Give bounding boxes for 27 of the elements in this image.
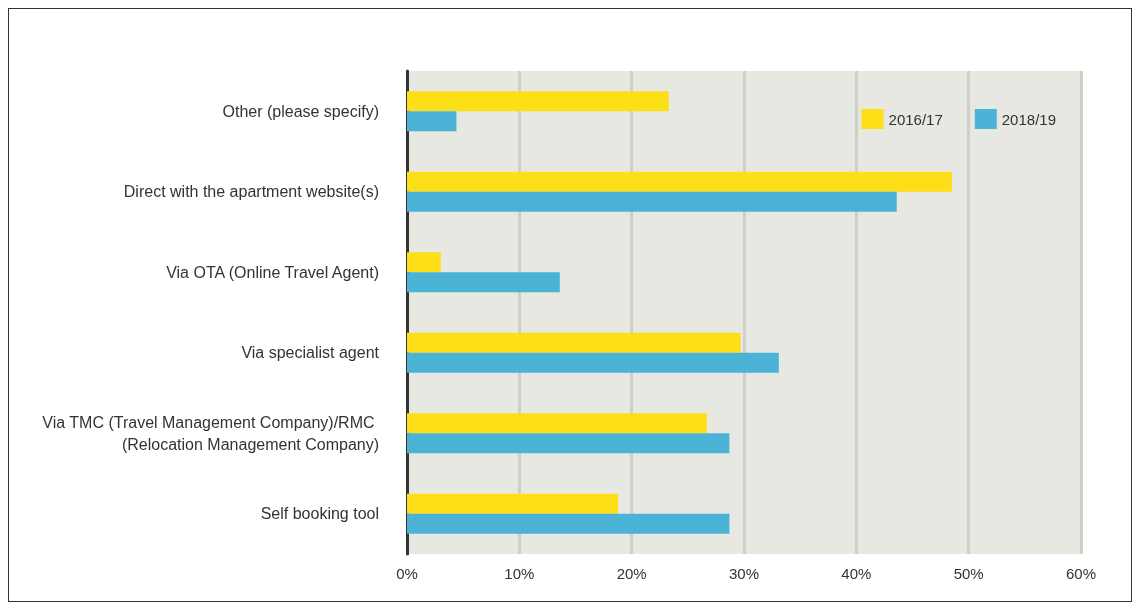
x-tick-label: 30% <box>728 565 760 582</box>
bar <box>407 171 952 192</box>
legend-label: 2016/17 <box>888 110 943 128</box>
y-tick-label: Via OTA (Online Travel Agent) <box>166 263 379 281</box>
x-tick-label: 50% <box>953 565 984 582</box>
bar <box>407 191 897 212</box>
bar <box>407 332 741 353</box>
bar <box>407 493 619 514</box>
x-tick-label: 60% <box>1065 565 1097 582</box>
bar <box>407 352 779 373</box>
x-tick-label: 10% <box>504 565 535 582</box>
bar <box>407 413 707 434</box>
bar <box>407 91 669 112</box>
x-tick-label: 40% <box>841 565 872 582</box>
bar <box>407 252 441 273</box>
bar <box>407 513 730 534</box>
y-tick-label: Direct with the apartment website(s) <box>123 183 379 201</box>
y-tick-label: Other (please specify) <box>222 102 379 120</box>
y-tick-label: Via specialist agent <box>241 344 380 362</box>
y-tick-label: Via TMC (Travel Management Company)/RMC (Relocation Management Company) <box>42 413 379 453</box>
x-tick-label: 0% <box>396 565 418 582</box>
bar <box>407 272 560 293</box>
y-tick-label: Self booking tool <box>260 505 379 523</box>
bar <box>407 433 730 454</box>
bar <box>407 111 457 132</box>
legend-label: 2018/19 <box>1001 110 1057 128</box>
x-tick-label: 20% <box>616 565 647 582</box>
